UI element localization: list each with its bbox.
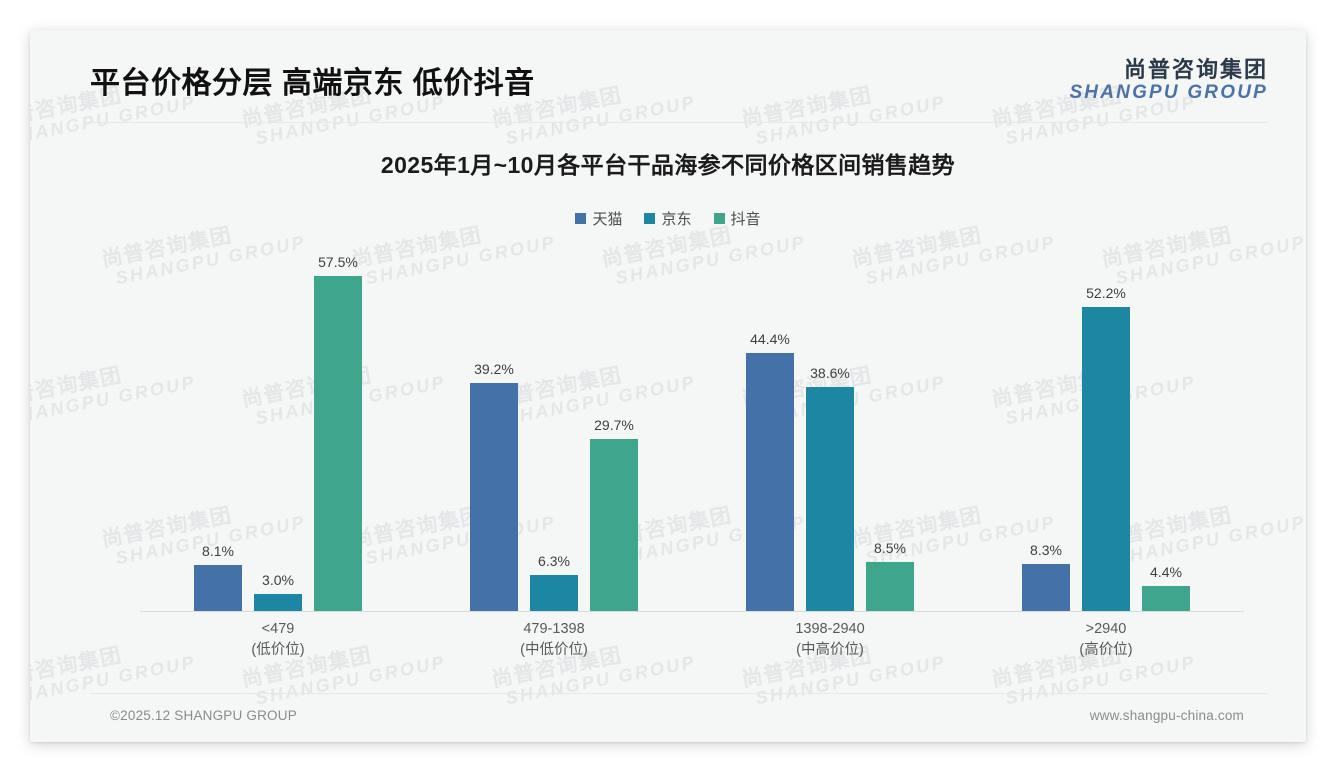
chart-container: 2025年1月~10月各平台干品海参不同价格区间销售趋势 天猫 京东 抖音 8.1%… [30,124,1306,684]
bar[interactable] [314,276,362,612]
slide-header: 平台价格分层 高端京东 低价抖音 尚普咨询集团 SHANGPU GROUP [30,30,1306,122]
x-axis-line [140,611,1244,612]
legend-item-抖音[interactable]: 抖音 [713,208,761,229]
bar-value-label: 38.6% [810,364,850,381]
bar-groups: 8.1% 3.0% 57.5% 39.2% 6.3% 29.7% 44.4% 38.6% 8.5… [140,244,1244,612]
bar-column-天猫: 8.1% [194,244,242,612]
bar-column-京东: 52.2% [1082,244,1130,612]
bar-value-label: 29.7% [594,416,634,433]
bar[interactable] [254,594,302,612]
bar[interactable] [470,383,518,612]
bar[interactable] [746,352,794,612]
bar-column-抖音: 4.4% [1142,244,1190,612]
bar[interactable] [866,562,914,612]
bar-group: 44.4% 38.6% 8.5% [692,244,968,612]
bar-column-天猫: 8.3% [1022,244,1070,612]
bar-group: 8.1% 3.0% 57.5% [140,244,416,612]
x-axis-tier-label: (高价位) [1079,642,1133,659]
bar-value-label: 57.5% [318,254,358,271]
bar-value-label: 4.4% [1150,564,1182,581]
bar-column-京东: 38.6% [806,244,854,612]
footer-copyright: ©2025.12 SHANGPU GROUP [110,708,297,723]
bar-value-label: 52.2% [1086,285,1126,302]
x-axis-tick-label: >2940 (高价位) [968,619,1244,663]
bar[interactable] [806,386,854,612]
x-axis-range: >2940 [1085,620,1127,637]
bar-value-label: 3.0% [262,572,294,589]
legend-swatch-icon [644,213,656,224]
x-axis-tier-label: (低价位) [251,642,305,659]
bar-column-天猫: 44.4% [746,244,794,612]
footer-divider [90,693,1268,694]
bar-group: 8.3% 52.2% 4.4% [968,244,1244,612]
page-title: 平台价格分层 高端京东 低价抖音 [90,67,535,100]
legend-label: 抖音 [730,211,761,228]
chart-title: 2025年1月~10月各平台干品海参不同价格区间销售趋势 [380,152,956,178]
bar-value-label: 8.5% [874,540,906,557]
bar[interactable] [530,575,578,612]
bar-column-抖音: 29.7% [590,244,638,612]
legend-swatch-icon [713,213,725,224]
x-axis-category-labels: <479 (低价位) 479-1398 (中低价位) 1398-2940 (中高价位) >2… [140,619,1244,663]
bar-value-label: 8.1% [202,542,234,559]
logo-chinese-text: 尚普咨询集团 [1123,57,1268,82]
bar[interactable] [1142,586,1190,612]
chart-legend: 天猫 京东 抖音 [30,208,1306,229]
bar-column-抖音: 8.5% [866,244,914,612]
x-axis-range: 1398-2940 [795,620,865,637]
footer-website[interactable]: www.shangpu-china.com [1089,708,1244,723]
header-divider [90,122,1268,123]
bar[interactable] [1082,307,1130,612]
x-axis-range: <479 [261,620,295,637]
bar-column-抖音: 57.5% [314,244,362,612]
bar-column-天猫: 39.2% [470,244,518,612]
legend-item-京东[interactable]: 京东 [644,208,692,229]
slide-card: 尚普咨询集团 SHANGPU GROUP 尚普咨询集团 SHANGPU GROUP 尚普… [30,30,1306,742]
x-axis-tick-label: 1398-2940 (中高价位) [692,619,968,663]
x-axis-tick-label: <479 (低价位) [140,619,416,663]
logo-english-text: SHANGPU GROUP [1069,82,1268,104]
brand-logo: 尚普咨询集团 SHANGPU GROUP [1069,57,1268,104]
bar-value-label: 44.4% [750,330,790,347]
bar[interactable] [194,564,242,612]
bar-value-label: 8.3% [1030,541,1062,558]
bar[interactable] [1022,563,1070,612]
legend-item-天猫[interactable]: 天猫 [575,208,622,229]
x-axis-range: 479-1398 [523,620,585,637]
bar-column-京东: 6.3% [530,244,578,612]
x-axis-tick-label: 479-1398 (中低价位) [416,619,692,663]
legend-swatch-icon [575,213,587,224]
bar-value-label: 6.3% [538,553,570,570]
legend-label: 天猫 [592,211,623,228]
x-axis-tier-label: (中低价位) [520,642,588,659]
bar-group: 39.2% 6.3% 29.7% [416,244,692,612]
legend-label: 京东 [661,211,692,228]
chart-plot-area: 8.1% 3.0% 57.5% 39.2% 6.3% 29.7% 44.4% 38.6% 8.5… [140,244,1244,612]
bar-column-京东: 3.0% [254,244,302,612]
bar-value-label: 39.2% [474,361,514,378]
bar[interactable] [590,438,638,612]
x-axis-tier-label: (中高价位) [796,642,864,659]
slide-footer: ©2025.12 SHANGPU GROUP www.shangpu-china… [30,694,1306,742]
